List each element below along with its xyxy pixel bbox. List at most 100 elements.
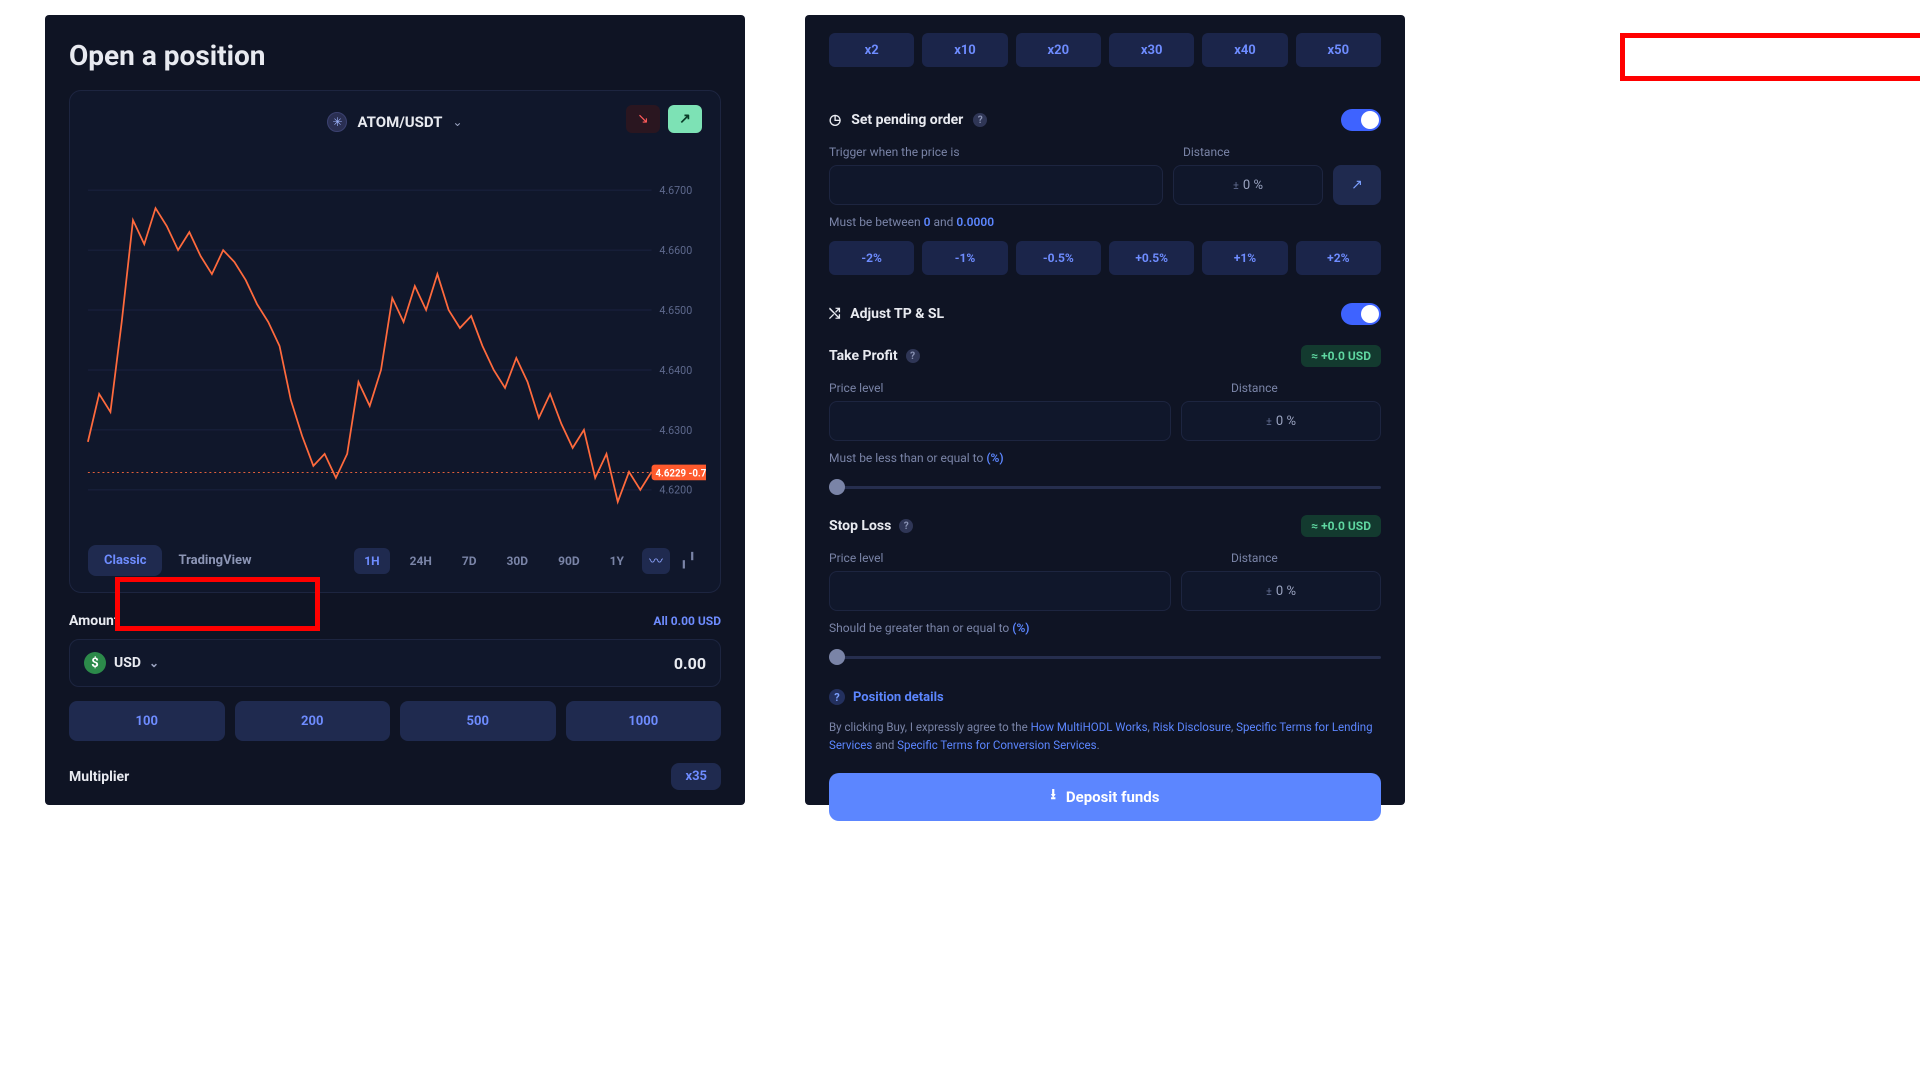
info-icon: ? bbox=[829, 689, 845, 705]
trigger-price-input[interactable] bbox=[829, 165, 1163, 205]
range-30d[interactable]: 30D bbox=[497, 548, 539, 574]
order-settings-panel: x2x10x20x30x40x50 ◷ Set pending order ? … bbox=[805, 15, 1405, 805]
svg-text:4.6200: 4.6200 bbox=[659, 484, 692, 497]
leverage-x2[interactable]: x2 bbox=[829, 33, 914, 67]
pct-preset[interactable]: -1% bbox=[922, 241, 1007, 275]
multiplier-label: Multiplier bbox=[69, 769, 129, 785]
amount-preset-100[interactable]: 100 bbox=[69, 701, 225, 741]
sl-distance-value: 0 bbox=[1276, 584, 1283, 599]
leverage-x40[interactable]: x40 bbox=[1202, 33, 1287, 67]
currency-selector[interactable]: $ USD ⌄ bbox=[84, 652, 159, 674]
pct-preset[interactable]: +2% bbox=[1296, 241, 1381, 275]
pending-order-toggle[interactable] bbox=[1341, 109, 1381, 131]
pair-label[interactable]: ATOM/USDT bbox=[357, 113, 442, 131]
atom-coin-icon: ✳ bbox=[327, 112, 347, 132]
tp-distance-value: 0 bbox=[1276, 414, 1283, 429]
tp-gain: ≈ +0.0 USD bbox=[1301, 345, 1381, 367]
tp-header: Take Profit? ≈ +0.0 USD bbox=[829, 345, 1381, 367]
direction-toggle-button[interactable]: ↗ bbox=[1333, 165, 1381, 205]
tp-label: Take Profit bbox=[829, 348, 898, 364]
svg-text:4.6600: 4.6600 bbox=[659, 244, 692, 257]
position-details-link[interactable]: ? Position details bbox=[829, 689, 1381, 705]
tp-distance-input[interactable]: ±0 % bbox=[1181, 401, 1381, 441]
sl-hint: Should be greater than or equal to (%) bbox=[829, 621, 1381, 635]
chart-card: ✳ ATOM/USDT ⌄ ↘ ↗ 4.67004.66004.65004.64… bbox=[69, 90, 721, 593]
tp-labels: Price level Distance bbox=[829, 381, 1381, 395]
chevron-down-icon[interactable]: ⌄ bbox=[452, 115, 462, 129]
trigger-label: Trigger when the price is bbox=[829, 145, 1183, 159]
sl-price-input[interactable] bbox=[829, 571, 1171, 611]
sl-gain: ≈ +0.0 USD bbox=[1301, 515, 1381, 537]
link-how-works[interactable]: How MultiHODL Works bbox=[1031, 720, 1148, 734]
sl-price-label: Price level bbox=[829, 551, 1231, 565]
svg-text:4.6229 -0.71%: 4.6229 -0.71% bbox=[655, 468, 706, 479]
sell-direction-button[interactable]: ↘ bbox=[626, 105, 660, 133]
range-7d[interactable]: 7D bbox=[452, 548, 487, 574]
tpsl-toggle[interactable] bbox=[1341, 303, 1381, 325]
pct-preset[interactable]: -0.5% bbox=[1016, 241, 1101, 275]
amount-input[interactable]: $ USD ⌄ 0.00 bbox=[69, 639, 721, 687]
pending-distance-input[interactable]: ±0 % bbox=[1173, 165, 1323, 205]
pct-preset[interactable]: -2% bbox=[829, 241, 914, 275]
sl-distance-input[interactable]: ±0 % bbox=[1181, 571, 1381, 611]
chart-style-toggle: 〰 ╻╹ bbox=[642, 548, 702, 574]
leverage-x20[interactable]: x20 bbox=[1016, 33, 1101, 67]
adjust-icon: ⤭ bbox=[829, 306, 840, 322]
range-90d[interactable]: 90D bbox=[548, 548, 590, 574]
price-chart: 4.67004.66004.65004.64004.63004.62004.62… bbox=[84, 145, 706, 535]
amount-preset-500[interactable]: 500 bbox=[400, 701, 556, 741]
pct-preset[interactable]: +0.5% bbox=[1109, 241, 1194, 275]
all-balance-link[interactable]: All 0.00 USD bbox=[653, 614, 721, 628]
link-conversion-terms[interactable]: Specific Terms for Conversion Services bbox=[897, 738, 1096, 752]
sl-label: Stop Loss bbox=[829, 518, 891, 534]
view-tab-tradingview[interactable]: TradingView bbox=[162, 545, 267, 576]
deposit-funds-button[interactable]: ⭳ Deposit funds bbox=[829, 773, 1381, 821]
help-icon[interactable]: ? bbox=[973, 113, 987, 127]
tp-distance-unit: % bbox=[1286, 414, 1296, 429]
range-1y[interactable]: 1Y bbox=[600, 548, 634, 574]
sl-slider[interactable] bbox=[829, 649, 1381, 665]
multiplier-row: Multiplier x35 bbox=[69, 763, 721, 790]
amount-preset-1000[interactable]: 1000 bbox=[566, 701, 722, 741]
sl-distance-unit: % bbox=[1286, 584, 1296, 599]
agreement-text: By clicking Buy, I expressly agree to th… bbox=[829, 719, 1381, 755]
range-24h[interactable]: 24H bbox=[400, 548, 442, 574]
chart-controls-row: ClassicTradingView 1H 24H 7D 30D 90D 1Y 〰 ╻╹ bbox=[84, 545, 706, 576]
pending-inputs: ±0 % ↗ bbox=[829, 165, 1381, 205]
view-tabs: ClassicTradingView bbox=[88, 545, 268, 576]
buy-direction-button[interactable]: ↗ bbox=[668, 105, 702, 133]
amount-presets: 1002005001000 bbox=[69, 701, 721, 741]
amount-value: 0.00 bbox=[674, 654, 706, 673]
help-icon[interactable]: ? bbox=[906, 349, 920, 363]
usd-icon: $ bbox=[84, 652, 106, 674]
pending-pct-presets: -2%-1% -0.5%+0.5%+1% +2% bbox=[829, 241, 1381, 275]
tpsl-title: Adjust TP & SL bbox=[850, 306, 944, 322]
multiplier-value[interactable]: x35 bbox=[671, 763, 721, 790]
leverage-x30[interactable]: x30 bbox=[1109, 33, 1194, 67]
sl-inputs: ±0 % bbox=[829, 571, 1381, 611]
tp-slider[interactable] bbox=[829, 479, 1381, 495]
amount-preset-200[interactable]: 200 bbox=[235, 701, 391, 741]
svg-text:4.6700: 4.6700 bbox=[659, 184, 692, 197]
link-risk[interactable]: Risk Disclosure bbox=[1153, 720, 1231, 734]
leverage-x50[interactable]: x50 bbox=[1296, 33, 1381, 67]
view-tab-classic[interactable]: Classic bbox=[88, 545, 162, 576]
tp-price-input[interactable] bbox=[829, 401, 1171, 441]
pair-selector-row: ✳ ATOM/USDT ⌄ ↘ ↗ bbox=[84, 105, 706, 139]
amount-label: Amount bbox=[69, 613, 119, 629]
page-title: Open a position bbox=[69, 39, 721, 72]
amount-section: Amount All 0.00 USD bbox=[69, 613, 721, 629]
line-chart-icon[interactable]: 〰 bbox=[642, 548, 670, 574]
candle-chart-icon[interactable]: ╻╹ bbox=[674, 548, 702, 574]
clock-icon: ◷ bbox=[829, 112, 841, 128]
help-icon[interactable]: ? bbox=[899, 519, 913, 533]
deposit-label: Deposit funds bbox=[1066, 788, 1160, 806]
leverage-x10[interactable]: x10 bbox=[922, 33, 1007, 67]
pending-distance-value: 0 bbox=[1243, 178, 1250, 193]
sl-labels: Price level Distance bbox=[829, 551, 1381, 565]
range-1h[interactable]: 1H bbox=[354, 548, 389, 574]
highlight-box-leverage bbox=[1620, 33, 1920, 81]
pending-distance-unit: % bbox=[1253, 178, 1263, 193]
sl-distance-label: Distance bbox=[1231, 551, 1381, 565]
pct-preset[interactable]: +1% bbox=[1202, 241, 1287, 275]
